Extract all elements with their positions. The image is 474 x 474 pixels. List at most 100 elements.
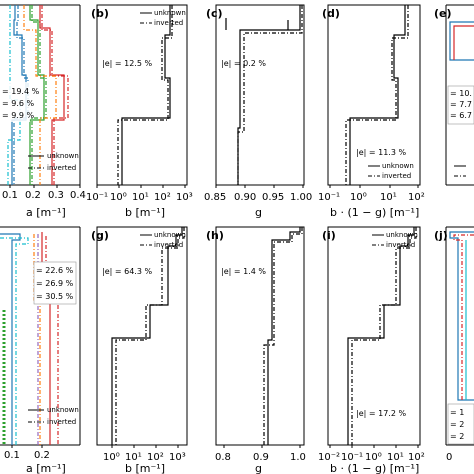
panel-h-xtick-1: 0.8: [215, 452, 231, 463]
panel-i-lines: [347, 227, 417, 445]
panel-i-inverted-line: [351, 227, 417, 445]
panel-a-legend-unknown: unknown: [47, 152, 79, 160]
panel-d-xlabel: b · (1 − g) [m⁻¹]: [330, 206, 419, 219]
panel-f-legend-unknown: unknown: [47, 406, 79, 414]
panel-b-legend: unknown inverted: [140, 9, 186, 27]
panel-g-frame: [96, 226, 188, 446]
panel-b-frame: [96, 4, 188, 186]
panel-c-label: (c): [206, 7, 223, 20]
panel-a-legend-inverted: inverted: [47, 164, 76, 172]
panel-j-error-1: = 1: [450, 408, 464, 417]
panel-h-label: (h): [206, 229, 224, 242]
panel-j-error-box: [447, 403, 474, 445]
panel-b-xtick-5: 10³: [176, 192, 193, 203]
panel-a-error-2: = 9.6 %: [2, 99, 35, 108]
panel-g-legend-inverted: inverted: [154, 241, 183, 249]
panel-c-unknown-line: [237, 5, 301, 185]
panel-f-legend: unknown inverted: [28, 406, 79, 426]
panel-b-xlabel: b [m⁻¹]: [125, 206, 165, 219]
panel-e-error-1: = 10.: [450, 89, 472, 98]
panel-b-error: |e| = 12.5 %: [102, 59, 152, 68]
panel-f-error-3: = 30.5 %: [36, 292, 74, 301]
panel-g-legend: unknown inverted: [140, 231, 186, 249]
panel-f-error-1: = 22.6 %: [36, 266, 74, 275]
panel-a-xtick-1: 0.1: [2, 190, 18, 201]
panel-g-label: (g): [91, 229, 109, 242]
panel-c-xtick-4: 1.00: [290, 192, 312, 203]
panel-j-red-line: [453, 234, 474, 400]
panel-g-xtick-3: 10²: [147, 452, 164, 463]
panel-h-inverted-line: [263, 227, 303, 445]
panel-d-legend: unknown inverted: [368, 162, 414, 180]
panel-j: (j) = 1 = 2 = 2 0: [434, 226, 474, 463]
panel-e-label: (e): [434, 7, 452, 20]
panel-a-green-unknown: [29, 5, 45, 185]
panel-e-error-2: = 7.7: [450, 100, 472, 109]
panel-d-inverted-line: [345, 5, 409, 185]
panel-c-xlabel: g: [255, 206, 262, 219]
panel-g-legend-unknown: unknown: [154, 231, 186, 239]
panel-b-xtick-1: 10⁻¹: [86, 192, 108, 203]
panel-f-xlabel: a [m⁻¹]: [26, 462, 66, 474]
panel-c: (c) |e| = 0.2 % 0.85 0.90 0.95 1.00 g: [204, 4, 312, 219]
panel-b-legend-unknown: unknown: [154, 9, 186, 17]
panel-f-legend-inverted: inverted: [47, 418, 76, 426]
panel-a-xlabel: a [m⁻¹]: [26, 206, 66, 219]
panel-f-ticks: 0.1 0.2: [4, 445, 50, 461]
panel-h: (h) |e| = 1.4 % 0.8 0.9 1.0 g: [206, 226, 306, 474]
panel-a-legend: unknown inverted: [28, 152, 79, 172]
panel-c-xtick-1: 0.85: [204, 192, 226, 203]
panel-d: (d) |e| = 11.3 % unknown inverted 10⁻¹ 1…: [318, 4, 425, 219]
panel-c-frame: [215, 4, 305, 186]
panel-a-error-box: [0, 82, 30, 122]
panel-a-orange-inverted: [23, 5, 57, 185]
panel-i-xtick-1: 10⁻²: [318, 452, 340, 463]
panel-f-xtick-1: 0.1: [4, 450, 20, 461]
panel-i-label: (i): [322, 229, 336, 242]
panel-j-label: (j): [434, 229, 448, 242]
panel-i-xlabel: b · (1 − g) [m⁻¹]: [330, 462, 419, 474]
panel-i-xtick-3: 10⁰: [365, 452, 382, 463]
panel-c-xtick-2: 0.90: [234, 192, 256, 203]
panel-f-blue-line: [0, 233, 21, 445]
panel-i: (i) unknown inverted |e| = 17.2 % 10⁻² 1…: [318, 226, 425, 474]
panel-d-lines: [345, 5, 409, 185]
panel-d-xtick-3: 10¹: [380, 192, 397, 203]
panel-b-label: (b): [91, 7, 109, 20]
panel-h-lines: [263, 227, 303, 445]
panel-g-unknown-line: [111, 227, 183, 445]
panel-i-unknown-line: [347, 227, 415, 445]
panel-a-ticks: 0.1 0.2 0.3 0.4: [2, 185, 86, 201]
panel-h-xtick-2: 0.9: [253, 452, 269, 463]
panel-g: (g) unknown inverted |e| = 64.3 % 10⁰ 10…: [91, 226, 188, 474]
panel-c-xtick-3: 0.95: [262, 192, 284, 203]
panel-h-unknown-line: [267, 227, 301, 445]
panel-g-inverted-line: [115, 227, 185, 445]
panel-a: = 19.4 % = 9.6 % = 9.9 % unknown inverte…: [0, 4, 86, 219]
panel-d-label: (d): [322, 7, 340, 20]
panel-j-xtick-1: 0: [446, 452, 452, 463]
panel-f-xtick-2: 0.2: [34, 450, 50, 461]
panel-h-frame: [215, 226, 305, 446]
panel-a-xtick-4: 0.4: [70, 190, 86, 201]
panel-b-unknown-line: [121, 5, 171, 185]
panel-a-error-1: = 19.4 %: [2, 87, 40, 96]
panel-f-error-2: = 26.9 %: [36, 279, 74, 288]
panel-d-legend-inverted: inverted: [382, 172, 411, 180]
panel-d-xtick-1: 10⁻¹: [318, 192, 340, 203]
panel-f-error-box: [33, 261, 77, 305]
panel-h-error: |e| = 1.4 %: [221, 267, 266, 276]
panel-e-error-3: = 6.7: [450, 111, 472, 120]
panel-b-xtick-4: 10²: [154, 192, 171, 203]
panel-i-error: |e| = 17.2 %: [356, 409, 406, 418]
panel-c-error: |e| = 0.2 %: [221, 59, 266, 68]
panel-g-xtick-1: 10⁰: [103, 452, 120, 463]
panel-e-error-box: [447, 85, 474, 125]
panel-b-lines: [117, 5, 173, 185]
panel-c-ticks: 0.85 0.90 0.95 1.00: [204, 185, 312, 203]
panel-g-lines: [111, 227, 185, 445]
panel-a-xtick-3: 0.3: [48, 190, 64, 201]
panel-g-error: |e| = 64.3 %: [102, 267, 152, 276]
panel-d-xtick-2: 10⁰: [350, 192, 367, 203]
panel-e: (e) = 10. = 7.7 = 6.7: [434, 4, 474, 186]
